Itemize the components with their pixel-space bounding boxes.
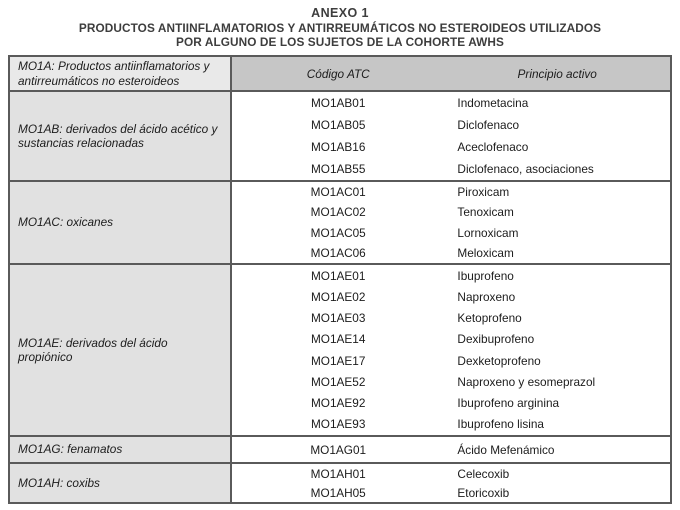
table-row: MO1AC05 Lornoxicam — [232, 223, 670, 243]
table-section: MO1AG: fenamatos MO1AG01 Ácido Mefenámico — [10, 437, 670, 464]
atc-code: MO1AE14 — [310, 332, 366, 347]
atc-code: MO1AG01 — [310, 442, 367, 457]
table-body: MO1AB: derivados del ácido acético y sus… — [10, 92, 670, 502]
table-section: MO1AB: derivados del ácido acético y sus… — [10, 92, 670, 182]
table-row: MO1AB16 Aceclofenaco — [232, 136, 670, 158]
document-title-line-1: PRODUCTOS ANTIINFLAMATORIOS Y ANTIRREUMÁ… — [78, 21, 602, 35]
active-principle: Ibuprofeno lisina — [457, 417, 544, 432]
atc-code: MO1AH05 — [310, 485, 366, 500]
atc-code: MO1AB16 — [310, 140, 366, 154]
atc-code: MO1AC05 — [310, 225, 366, 240]
atc-code: MO1AE52 — [310, 374, 366, 389]
atc-code: MO1AE17 — [310, 353, 366, 368]
category-cell: MO1AB: derivados del ácido acético y sus… — [10, 92, 232, 180]
atc-code: MO1AB05 — [310, 118, 366, 132]
table-row: MO1AB05 Diclofenaco — [232, 114, 670, 136]
active-principle: Aceclofenaco — [457, 140, 529, 154]
active-principle: Dexketoprofeno — [457, 353, 541, 368]
atc-products-table: MO1A: Productos antiinflamatorios y anti… — [8, 55, 672, 504]
active-principle: Celecoxib — [457, 466, 510, 481]
atc-code: MO1AB01 — [310, 96, 366, 110]
header-columns: Código ATC Principio activo — [232, 57, 670, 90]
atc-code: MO1AH01 — [310, 466, 366, 481]
active-principle: Naproxeno — [457, 289, 516, 304]
table-row: MO1AE92 Ibuprofeno arginina — [232, 393, 670, 414]
table-row: MO1AC06 Meloxicam — [232, 243, 670, 263]
active-principle: Lornoxicam — [457, 225, 519, 240]
category-cell: MO1AH: coxibs — [10, 464, 232, 502]
section-rows: MO1AB01 Indometacina MO1AB05 Diclofenaco MO1… — [232, 92, 670, 180]
atc-code: MO1AC06 — [310, 245, 366, 260]
active-principle: Dexibuprofeno — [457, 332, 535, 347]
atc-code: MO1AE03 — [310, 311, 366, 326]
active-principle: Ácido Mefenámico — [457, 442, 555, 457]
table-row: MO1AE17 Dexketoprofeno — [232, 350, 670, 371]
atc-code: MO1AE02 — [310, 289, 366, 304]
table-row: MO1AE02 Naproxeno — [232, 286, 670, 307]
table-section: MO1AE: derivados del ácido propiónico MO1… — [10, 265, 670, 437]
header-category-cell: MO1A: Productos antiinflamatorios y anti… — [10, 57, 232, 90]
active-principle: Indometacina — [457, 96, 529, 110]
category-cell: MO1AC: oxicanes — [10, 182, 232, 263]
active-principle: Diclofenaco, asociaciones — [457, 162, 594, 176]
table-section: MO1AH: coxibs MO1AH01 Celecoxib MO1AH05 Etor… — [10, 464, 670, 502]
annex-title: ANEXO 1 — [311, 6, 369, 20]
active-principle: Ketoprofeno — [457, 311, 522, 326]
table-row: MO1AG01 Ácido Mefenámico — [232, 437, 670, 462]
atc-code: MO1AB55 — [310, 162, 366, 176]
category-cell: MO1AE: derivados del ácido propiónico — [10, 265, 232, 435]
atc-code: MO1AC02 — [310, 205, 366, 220]
active-principle: Tenoxicam — [457, 205, 514, 220]
table-row: MO1AH05 Etoricoxib — [232, 483, 670, 502]
column-header-codigo-atc: Código ATC — [306, 66, 370, 81]
category-cell: MO1AG: fenamatos — [10, 437, 232, 462]
atc-code: MO1AE01 — [310, 268, 366, 283]
section-rows: MO1AC01 Piroxicam MO1AC02 Tenoxicam MO1AC05 L… — [232, 182, 670, 263]
active-principle: Ibuprofeno — [457, 268, 514, 283]
table-row: MO1AB55 Diclofenaco, asociaciones — [232, 158, 670, 180]
table-row: MO1AC01 Piroxicam — [232, 182, 670, 202]
atc-code: MO1AE93 — [310, 417, 366, 432]
section-rows: MO1AH01 Celecoxib MO1AH05 Etoricoxib — [232, 464, 670, 502]
table-header-row: MO1A: Productos antiinflamatorios y anti… — [10, 57, 670, 92]
table-row: MO1AE52 Naproxeno y esomeprazol — [232, 371, 670, 392]
section-rows: MO1AE01 Ibuprofeno MO1AE02 Naproxeno MO1AE03… — [232, 265, 670, 435]
atc-code: MO1AE92 — [310, 396, 366, 411]
table-row: MO1AE01 Ibuprofeno — [232, 265, 670, 286]
active-principle: Meloxicam — [457, 245, 514, 260]
section-rows: MO1AG01 Ácido Mefenámico — [232, 437, 670, 462]
table-section: MO1AC: oxicanes MO1AC01 Piroxicam MO1AC02 Te… — [10, 182, 670, 265]
active-principle: Etoricoxib — [457, 485, 510, 500]
table-row: MO1AE93 Ibuprofeno lisina — [232, 414, 670, 435]
table-row: MO1AE14 Dexibuprofeno — [232, 329, 670, 350]
table-row: MO1AB01 Indometacina — [232, 92, 670, 114]
table-row: MO1AC02 Tenoxicam — [232, 202, 670, 222]
active-principle: Diclofenaco — [457, 118, 520, 132]
active-principle: Ibuprofeno arginina — [457, 396, 560, 411]
document-title-line-2: POR ALGUNO DE LOS SUJETOS DE LA COHORTE … — [176, 35, 504, 49]
document-title-block: ANEXO 1 PRODUCTOS ANTIINFLAMATORIOS Y AN… — [0, 0, 680, 49]
table-row: MO1AE03 Ketoprofeno — [232, 308, 670, 329]
active-principle: Naproxeno y esomeprazol — [457, 374, 596, 389]
atc-code: MO1AC01 — [310, 185, 366, 200]
active-principle: Piroxicam — [457, 185, 510, 200]
table-row: MO1AH01 Celecoxib — [232, 464, 670, 483]
column-header-principio-activo: Principio activo — [517, 66, 597, 81]
